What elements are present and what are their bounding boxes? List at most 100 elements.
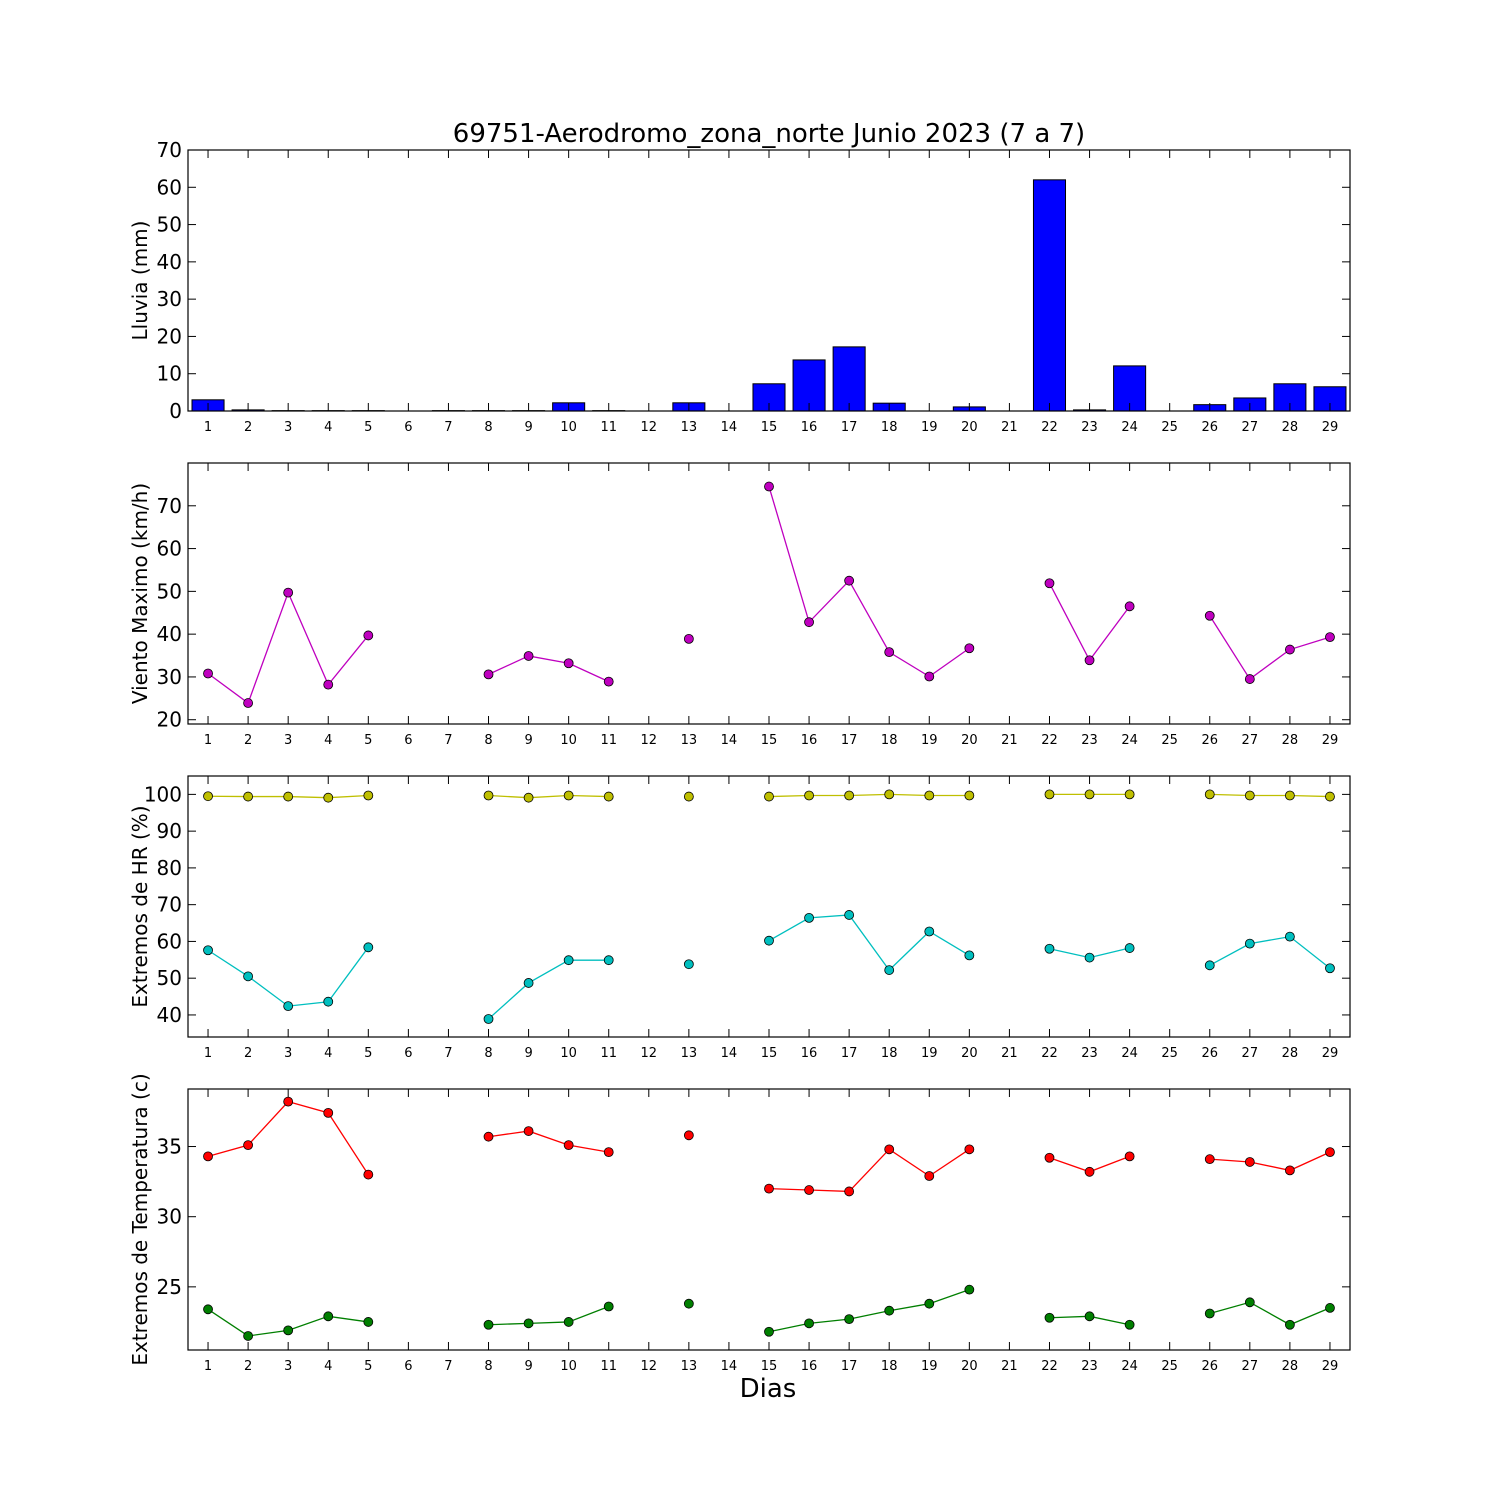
temperature-series-0-line [1209,1151,1331,1172]
wind-xtick-label: 6 [404,733,412,748]
rain-xtick-label: 3 [284,420,292,435]
humidity-series-0-point [764,791,774,802]
humidity-series-0-line [1209,793,1330,798]
wind-series-0-point [203,668,213,679]
humidity-series-1-point [603,955,614,966]
wind-xtick-label: 22 [1041,733,1058,748]
humidity-series-1-point [1325,963,1335,974]
temperature-xtick-label: 21 [1001,1359,1018,1374]
wind-series-0-point [1044,578,1055,589]
temperature-axes-frame [187,1088,1351,1351]
wind-ytick-label: 50 [157,579,182,603]
temperature-ytick-label: 35 [157,1135,182,1159]
temperature-xtick-label: 3 [284,1359,292,1374]
wind-series-0-point [804,617,814,628]
temperature-xtick-label: 8 [484,1359,492,1374]
temperature-y-axis-label: Extremos de Temperatura (c) [128,1073,152,1365]
wind-xtick-label: 28 [1282,733,1299,748]
rain-xtick-label: 1 [204,420,212,435]
wind-xtick-label: 8 [484,733,492,748]
wind-axes-frame [187,462,1351,725]
humidity-ytick-label: 60 [157,929,182,953]
humidity-series-1-point [964,950,975,961]
humidity-series-0-point [964,790,975,801]
humidity-series-1-line [768,914,970,972]
temperature-series-0-point [483,1131,494,1142]
humidity-series-0-point [243,791,254,802]
wind-xtick-label: 10 [560,733,577,748]
wind-xtick-label: 19 [921,733,938,748]
temperature-series-1-point [683,1298,694,1309]
humidity-series-1-point [1204,960,1215,971]
rain-y-axis-label: Lluvia (mm) [128,221,152,341]
humidity-xtick-label: 15 [761,1046,778,1061]
humidity-series-0-point [1204,789,1215,800]
wind-xtick-label: 17 [841,733,858,748]
humidity-series-0-point [884,789,895,800]
temperature-series-1-point [804,1318,814,1329]
temperature-series-1-point [483,1319,494,1330]
humidity-series-1-point [804,912,814,923]
temperature-series-1-point [363,1317,374,1327]
temperature-series-0-line [768,1148,970,1193]
rain-ytick-label: 30 [157,287,182,311]
humidity-xtick-label: 27 [1242,1046,1259,1061]
rain-ytick-label: 10 [157,362,182,386]
temperature-series-1-point [1284,1319,1295,1330]
humidity-xtick-label: 8 [484,1046,492,1061]
humidity-xtick-label: 25 [1161,1046,1178,1061]
temperature-xtick-label: 22 [1041,1359,1058,1374]
temperature-series-0-point [1284,1165,1295,1176]
wind-series-0-line [1209,615,1331,681]
humidity-xtick-label: 10 [560,1046,577,1061]
wind-series-0-point [844,575,855,586]
temperature-xtick-label: 23 [1081,1359,1098,1374]
humidity-xtick-label: 9 [524,1046,532,1061]
rain-xtick-label: 8 [484,420,492,435]
rain-ytick-label: 20 [157,324,182,348]
wind-series-0-point [283,587,294,598]
wind-xtick-label: 13 [681,733,698,748]
humidity-series-1-point [764,935,774,946]
temperature-series-0-point [683,1130,694,1141]
humidity-ytick-label: 80 [157,856,182,880]
wind-series-0-point [1204,610,1215,621]
wind-y-axis-label: Viento Maximo (km/h) [128,483,152,704]
temperature-series-1-point [844,1314,855,1325]
humidity-series-0-point [1244,790,1255,801]
wind-series-0-point [764,481,774,492]
rain-ytick-label: 50 [157,213,182,237]
humidity-xtick-label: 20 [961,1046,978,1061]
temperature-series-0-point [363,1169,374,1180]
temperature-ytick-label: 25 [157,1275,182,1299]
temperature-series-1-point [1244,1297,1255,1308]
wind-ytick-label: 20 [157,708,182,732]
temperature-xtick-label: 15 [761,1359,778,1374]
temperature-series-1-point [523,1318,534,1329]
wind-series-0-point [924,671,935,682]
rain-bar [1032,179,1067,412]
humidity-series-1-point [363,942,374,953]
humidity-xtick-label: 14 [721,1046,738,1061]
wind-series-0-point [964,643,975,654]
humidity-series-1-point [1244,938,1255,949]
humidity-series-0-point [523,792,534,803]
wind-series-0-point [523,651,534,661]
wind-xtick-label: 4 [324,733,332,748]
rain-xtick-label: 18 [881,420,898,435]
wind-series-0-point [563,658,574,669]
wind-series-0-point [483,669,494,680]
temperature-series-1-point [203,1304,213,1315]
humidity-xtick-label: 22 [1041,1046,1058,1061]
humidity-axes-frame [187,775,1351,1038]
humidity-series-0-point [1124,789,1135,800]
temperature-xtick-label: 10 [560,1359,577,1374]
humidity-series-1-point [683,959,694,970]
rain-ytick-label: 40 [157,250,182,274]
temperature-series-1-line [488,1305,609,1326]
temperature-series-0-point [243,1140,254,1151]
rain-xtick-label: 21 [1001,420,1018,435]
